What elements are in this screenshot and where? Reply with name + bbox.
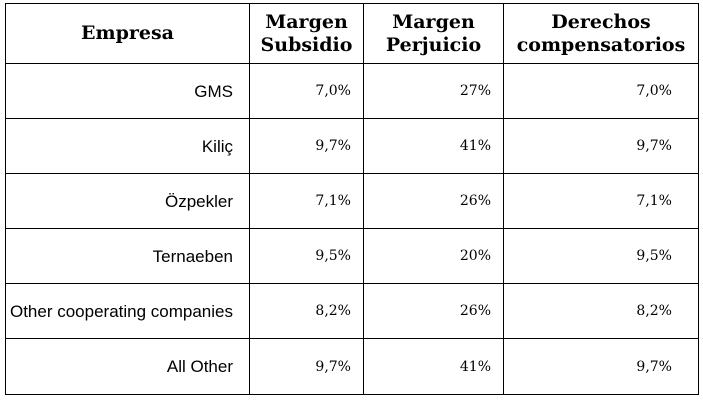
header-row: Empresa Margen Subsidio Margen Perjuicio… [5,3,699,64]
injury-margin-cell: 26% [363,173,504,229]
header-empresa: Empresa [5,3,250,64]
table-row: Özpekler 7,1% 26% 7,1% [5,173,699,229]
injury-margin-cell: 20% [363,228,504,284]
company-name-cell: GMS [5,63,250,119]
header-derechos-compensatorios: Derechos compensatorios [503,3,699,64]
table-row: Ternaeben 9,5% 20% 9,5% [5,228,699,284]
subsidy-margin-cell: 7,1% [249,173,364,229]
company-name-cell: Özpekler [5,173,250,229]
injury-margin-cell: 27% [363,63,504,119]
subsidy-margin-cell: 9,7% [249,118,364,174]
company-name-cell: Kiliç [5,118,250,174]
countervailing-duty-cell: 9,5% [503,228,699,284]
countervailing-duty-cell: 7,0% [503,63,699,119]
countervailing-duty-cell: 8,2% [503,283,699,339]
countervailing-duty-cell: 9,7% [503,338,699,395]
injury-margin-cell: 26% [363,283,504,339]
table-row: GMS 7,0% 27% 7,0% [5,63,699,119]
company-name-cell: Ternaeben [5,228,250,284]
countervailing-duty-cell: 7,1% [503,173,699,229]
subsidy-margin-cell: 9,5% [249,228,364,284]
countervailing-duties-table: Empresa Margen Subsidio Margen Perjuicio… [5,3,699,395]
countervailing-duty-cell: 9,7% [503,118,699,174]
subsidy-margin-cell: 8,2% [249,283,364,339]
company-name-cell: All Other [5,338,250,395]
table-row: Other cooperating companies 8,2% 26% 8,2… [5,283,699,339]
table-row: Kiliç 9,7% 41% 9,7% [5,118,699,174]
injury-margin-cell: 41% [363,338,504,395]
subsidy-margin-cell: 7,0% [249,63,364,119]
header-margen-perjuicio: Margen Perjuicio [363,3,504,64]
company-name-cell: Other cooperating companies [5,283,250,339]
header-margen-subsidio: Margen Subsidio [249,3,364,64]
injury-margin-cell: 41% [363,118,504,174]
table-row: All Other 9,7% 41% 9,7% [5,338,699,395]
subsidy-margin-cell: 9,7% [249,338,364,395]
